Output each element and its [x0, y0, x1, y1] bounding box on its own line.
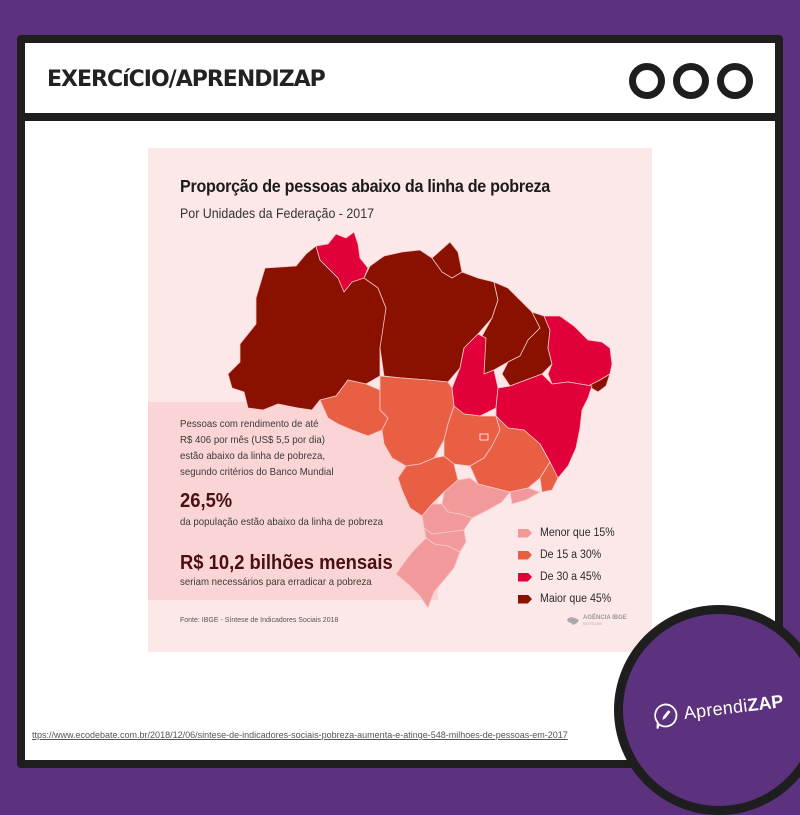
stat-percentage-description: da população estão abaixo da linha de po…	[180, 516, 384, 528]
title-bar: EXERCíCIO/APRENDIZAP	[25, 43, 775, 113]
aprendizap-logo: Aprendi ZAP	[651, 688, 784, 730]
ibge-logo-name: AGÊNCIA IBGE	[583, 615, 627, 621]
legend-swatch-icon	[518, 594, 532, 604]
infographic-subtitle: Por Unidades da Federação - 2017	[180, 206, 375, 221]
region-df	[479, 433, 489, 441]
legend-swatch-icon	[518, 528, 532, 538]
info-line: R$ 406 por mês (US$ 5,5 por dia)	[180, 434, 325, 446]
stat-cost: R$ 10,2 bilhões mensais	[180, 552, 393, 574]
brand-bold: ZAP	[746, 690, 785, 715]
circle-icon[interactable]	[673, 63, 709, 99]
region-rio-grande-do-sul	[395, 537, 461, 609]
region-ceara-rn-pb-pe	[543, 315, 613, 387]
brazil-map	[227, 231, 613, 609]
badge-inner: Aprendi ZAP	[623, 614, 800, 806]
source-note: Fonte: IBGE - Síntese de Indicadores Soc…	[180, 617, 339, 624]
window-controls	[629, 63, 753, 99]
legend-item: De 15 a 30%	[518, 544, 621, 566]
aprendizap-badge: Aprendi ZAP	[614, 605, 800, 815]
legend-item: Menor que 15%	[518, 522, 621, 544]
legend-item: Maior que 45%	[518, 588, 621, 610]
stat-percentage: 26,5%	[180, 490, 233, 512]
pencil-chat-icon	[654, 703, 678, 729]
ibge-logo-sub: NOTÍCIAS	[583, 621, 602, 626]
region-alagoas	[587, 373, 611, 393]
legend-swatch-icon	[518, 550, 532, 560]
source-link[interactable]: ttps://www.ecodebate.com.br/2018/12/06/s…	[32, 730, 568, 740]
region-rio	[509, 487, 541, 505]
stat-cost-description: seriam necessários para erradicar a pobr…	[180, 576, 372, 588]
region-roraima	[315, 231, 369, 293]
info-text: Pessoas com rendimento de até R$ 406 por…	[180, 416, 334, 480]
window-title: EXERCíCIO/APRENDIZAP	[47, 67, 326, 92]
region-mato-grosso	[379, 375, 455, 467]
info-line: Pessoas com rendimento de até	[180, 418, 319, 430]
circle-icon[interactable]	[717, 63, 753, 99]
infographic-title: Proporção de pessoas abaixo da linha de …	[180, 176, 550, 196]
ibge-logo: AGÊNCIA IBGE NOTÍCIAS	[566, 615, 627, 626]
legend-label: Maior que 45%	[540, 593, 612, 605]
map-legend: Menor que 15% De 15 a 30% De 30 a 45% Ma…	[518, 522, 621, 610]
circle-icon[interactable]	[629, 63, 665, 99]
legend-item: De 30 a 45%	[518, 566, 621, 588]
brazil-map-icon	[567, 616, 579, 625]
region-amapa	[431, 241, 463, 279]
legend-swatch-icon	[518, 572, 532, 582]
legend-label: De 30 a 45%	[540, 571, 602, 583]
brand-light: Aprendi	[682, 694, 749, 723]
info-line: segundo critérios do Banco Mundial	[180, 466, 334, 478]
region-espirito-santo	[539, 461, 559, 493]
legend-label: Menor que 15%	[540, 527, 615, 539]
legend-label: De 15 a 30%	[540, 549, 602, 561]
poverty-infographic: Proporção de pessoas abaixo da linha de …	[148, 148, 652, 652]
info-line: estão abaixo da linha de pobreza,	[180, 450, 326, 462]
